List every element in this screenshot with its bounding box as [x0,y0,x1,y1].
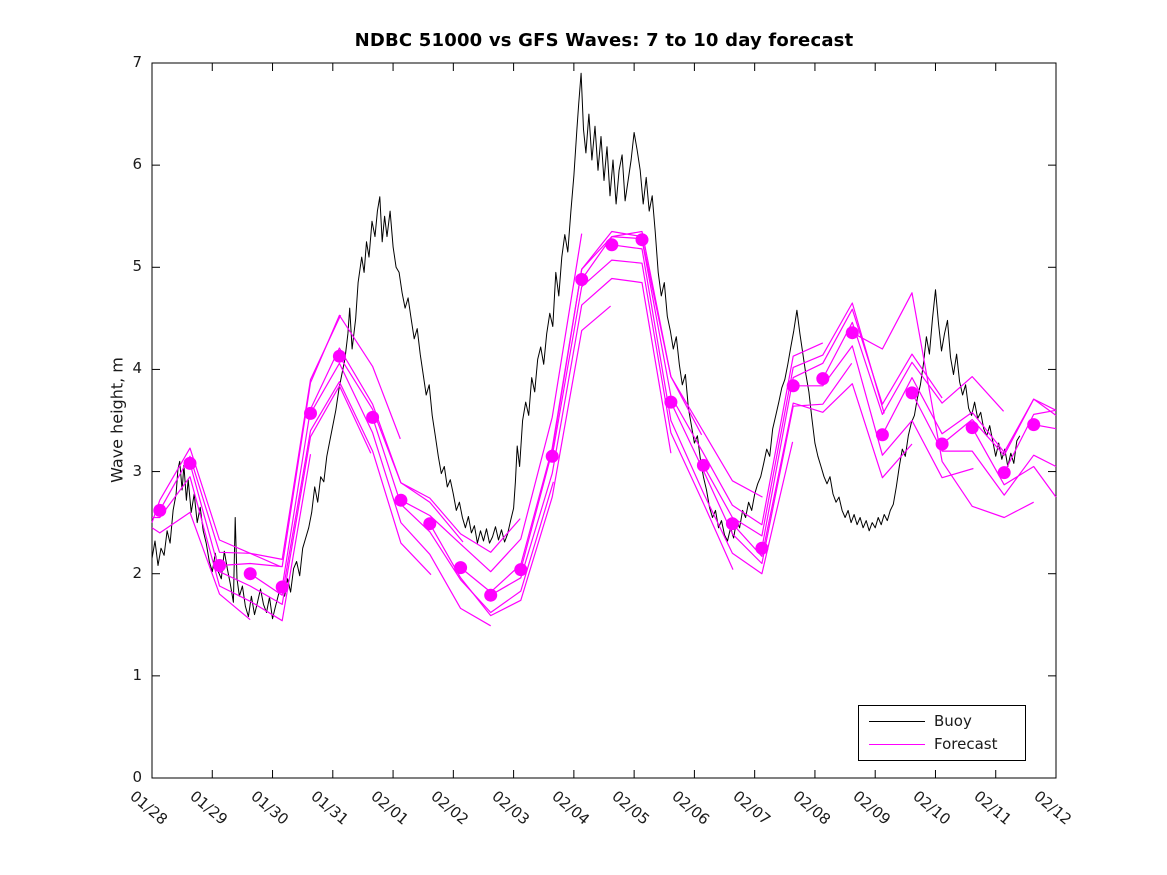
buoy-line [151,72,1021,620]
forecast-dot [605,238,619,252]
forecast-line [852,292,1034,519]
forecast-line [460,230,643,593]
forecast-dot [575,273,589,286]
forecast-dot [755,541,769,555]
forecast-line [581,230,763,498]
forecast-line [761,308,943,549]
y-tick-label: 3 [132,461,142,480]
y-tick-label: 4 [132,359,142,378]
forecast-dot [635,233,649,247]
forecast-dot [423,517,437,531]
forecast-line [429,305,611,617]
forecast-dot [213,559,226,572]
forecast-line [822,321,1005,415]
forecast-dot [965,421,979,435]
forecast-line [911,392,1057,496]
forecast-line [309,362,492,627]
forecast-line [151,511,251,621]
forecast-dot [875,428,889,442]
forecast-line [490,277,672,596]
legend-label-forecast: Forecast [934,734,998,753]
forecast-line [249,381,432,596]
forecast-dot [183,456,197,470]
forecast-dot [332,349,346,363]
forecast-line [1003,409,1057,473]
forecast-dot [243,567,257,581]
forecast-dot [845,326,859,340]
buoy-line-sample [869,721,925,723]
y-tick-label: 1 [132,665,142,684]
forecast-dot [725,517,739,531]
forecast-dot [905,386,919,400]
forecast-dot [454,561,468,575]
forecast-line [219,314,401,568]
forecast-dot [514,563,528,577]
forecast-line [152,454,312,622]
legend-label-buoy: Buoy [934,712,972,731]
forecast-dot [1027,418,1041,432]
y-tick-label: 7 [132,53,142,71]
forecast-line [941,398,1057,456]
y-tick-label: 6 [132,155,142,174]
forecast-dot [816,372,830,386]
forecast-dot [304,406,317,420]
forecast-dot [997,466,1011,480]
forecast-dot [696,458,710,472]
forecast-dot [935,437,949,451]
forecast-line [189,385,372,606]
forecast-dot [366,410,380,424]
forecast-line [551,259,734,570]
forecast-dot [545,449,559,463]
forecast-dot [664,395,678,409]
y-tick-label: 2 [132,563,142,582]
forecast-dot [484,588,498,602]
forecast-line [731,383,913,558]
forecast-line [400,233,583,573]
forecast-line-sample [869,743,925,745]
legend-item-buoy: Buoy [859,711,1025,733]
legend: Buoy Forecast [858,705,1026,761]
forecast-line [971,427,1057,498]
forecast-line [611,244,794,575]
chart-title: NDBC 51000 vs GFS Waves: 7 to 10 day for… [354,30,854,51]
y-tick-label: 5 [132,257,142,276]
y-tick-label: 0 [132,768,142,786]
forecast-line [338,355,521,553]
legend-item-forecast: Forecast [859,733,1025,755]
forecast-line [793,345,974,479]
forecast-dot [275,580,289,594]
axes-box [151,62,1057,779]
forecast-dot [153,503,167,517]
forecast-line [159,315,342,561]
forecast-dot [394,493,408,507]
forecast-dot [786,379,800,393]
forecast-line [151,447,281,568]
